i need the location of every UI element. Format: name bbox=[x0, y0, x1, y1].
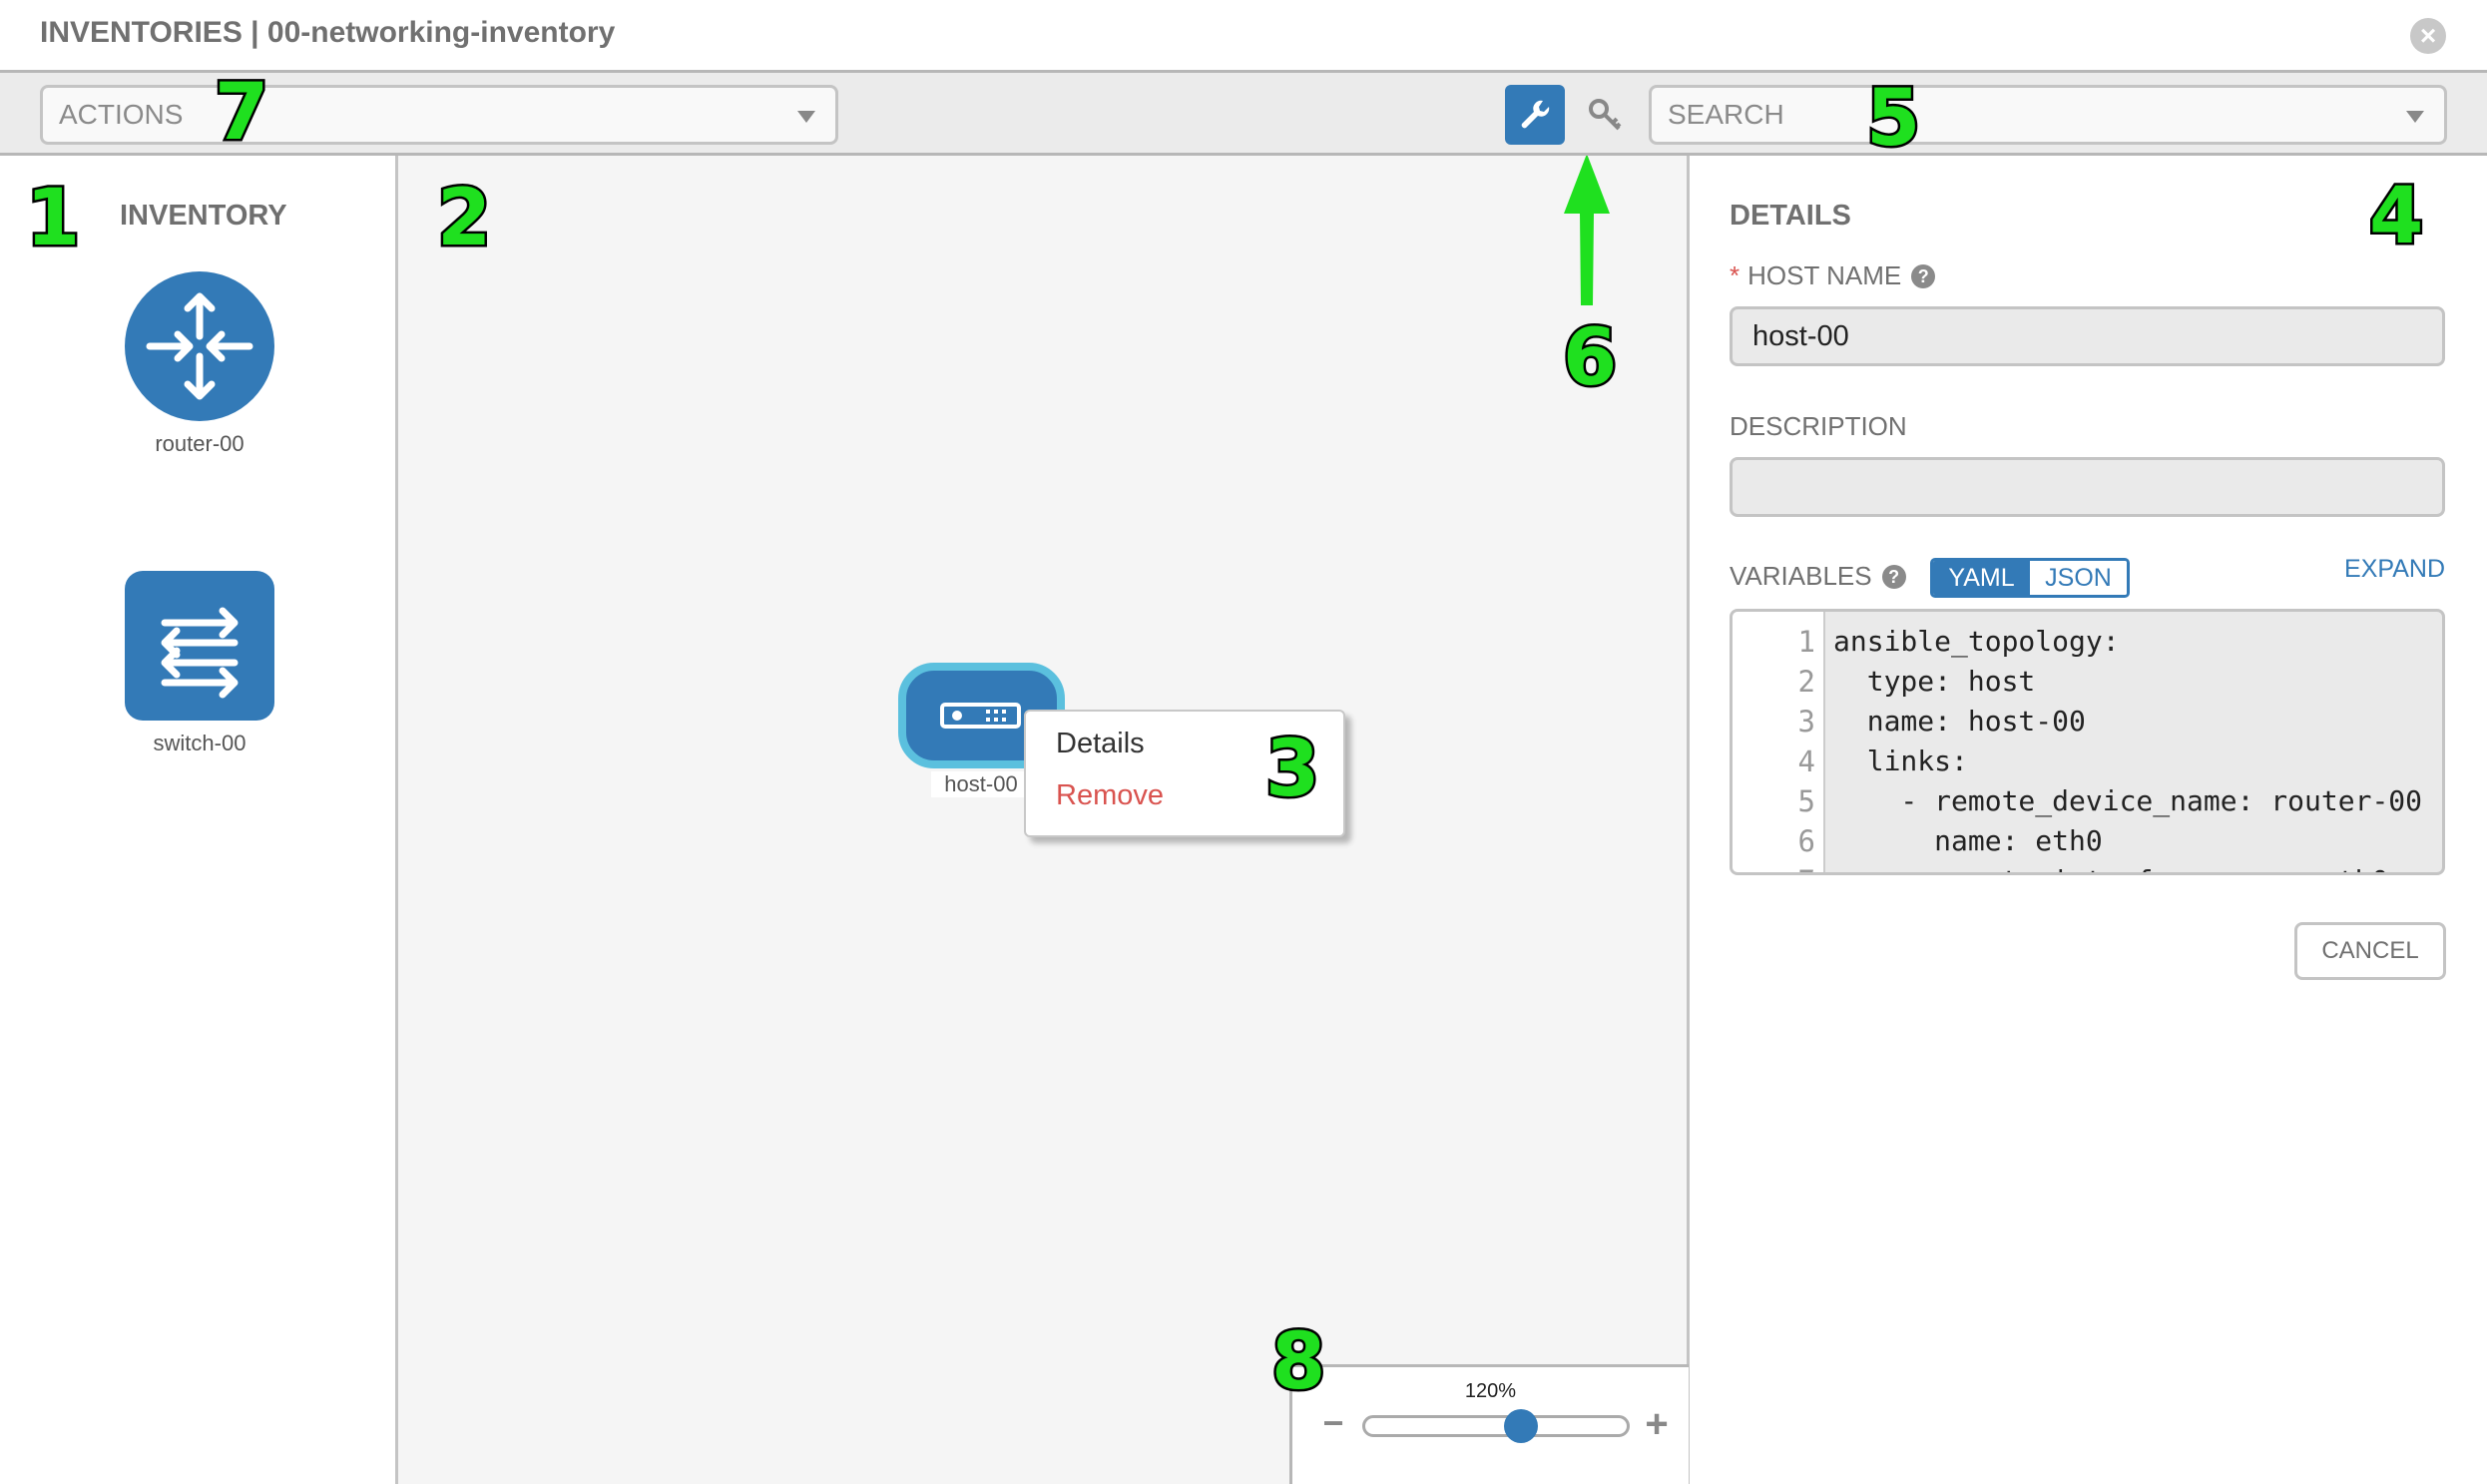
chevron-down-icon bbox=[797, 111, 815, 123]
yaml-toggle[interactable]: YAML bbox=[1933, 561, 2030, 595]
line-number: 1 bbox=[1797, 625, 1815, 659]
inventory-title: INVENTORY bbox=[120, 200, 287, 232]
search-dropdown[interactable]: SEARCH bbox=[1649, 85, 2447, 145]
code-line: links: bbox=[1833, 744, 1968, 777]
format-toggle: YAML JSON bbox=[1930, 558, 2130, 598]
variables-editor[interactable]: 1 2 3 4 5 6 7 ansible_topology: type: host nam… bbox=[1730, 609, 2445, 875]
code-line: ansible_topology: bbox=[1833, 625, 2120, 658]
wrench-icon[interactable] bbox=[1505, 85, 1565, 145]
server-icon bbox=[940, 703, 1021, 729]
description-label: DESCRIPTION bbox=[1730, 411, 1907, 441]
switch-label: switch-00 bbox=[153, 731, 247, 755]
context-menu: Details Remove bbox=[1024, 710, 1345, 837]
menu-item-remove[interactable]: Remove bbox=[1056, 779, 1164, 811]
switch-icon[interactable] bbox=[125, 571, 274, 721]
header: INVENTORIES | 00-networking-inventory × bbox=[0, 0, 2487, 73]
line-number: 5 bbox=[1797, 784, 1815, 818]
line-gutter: 1 2 3 4 5 6 7 bbox=[1733, 612, 1825, 872]
line-number: 6 bbox=[1797, 824, 1815, 858]
line-number: 7 bbox=[1798, 861, 1815, 872]
search-label: SEARCH bbox=[1668, 99, 1784, 130]
host-name-label: * HOST NAME? bbox=[1730, 260, 1936, 291]
variables-label-text: VARIABLES bbox=[1730, 561, 1872, 591]
router-label: router-00 bbox=[155, 431, 245, 456]
help-icon[interactable]: ? bbox=[1911, 264, 1936, 288]
line-number: 4 bbox=[1797, 744, 1815, 778]
code-line: name: eth0 bbox=[1833, 824, 2103, 857]
page-title: INVENTORIES | 00-networking-inventory bbox=[40, 16, 616, 49]
code-line: remote_interface_name: eth0 bbox=[1833, 861, 2388, 872]
router-icon[interactable] bbox=[125, 271, 274, 421]
zoom-value: 120% bbox=[1464, 1380, 1517, 1402]
cancel-button[interactable]: CANCEL bbox=[2294, 922, 2446, 980]
menu-item-details[interactable]: Details bbox=[1056, 728, 1145, 759]
host-label: host-00 bbox=[931, 771, 1031, 797]
key-icon[interactable] bbox=[1585, 95, 1625, 135]
code-line: - remote_device_name: router-00 bbox=[1833, 784, 2423, 817]
code-line: name: host-00 bbox=[1833, 705, 2086, 738]
code-line: type: host bbox=[1833, 665, 2036, 698]
expand-link[interactable]: EXPAND bbox=[2344, 555, 2445, 583]
host-name-label-text: HOST NAME bbox=[1747, 260, 1902, 290]
close-icon[interactable]: × bbox=[2410, 18, 2446, 54]
line-number: 2 bbox=[1797, 665, 1815, 699]
zoom-out-button[interactable]: − bbox=[1322, 1402, 1344, 1443]
details-title: DETAILS bbox=[1730, 200, 1851, 232]
actions-label: ACTIONS bbox=[59, 99, 184, 130]
variables-label: VARIABLES? bbox=[1730, 561, 1906, 592]
zoom-control: 120% − + bbox=[1289, 1364, 1689, 1484]
zoom-in-button[interactable]: + bbox=[1645, 1402, 1669, 1446]
zoom-slider[interactable] bbox=[1362, 1415, 1630, 1437]
zoom-slider-thumb[interactable] bbox=[1504, 1409, 1538, 1443]
toolbar: ACTIONS SEARCH 7 5 bbox=[0, 72, 2487, 161]
help-icon[interactable]: ? bbox=[1881, 565, 1906, 589]
actions-dropdown[interactable]: ACTIONS bbox=[40, 85, 838, 145]
details-panel: DETAILS * HOST NAME? host-00 DESCRIPTION … bbox=[1690, 156, 2487, 1484]
line-number: 3 bbox=[1797, 705, 1815, 739]
required-mark: * bbox=[1730, 260, 1741, 290]
description-input[interactable] bbox=[1730, 457, 2445, 517]
json-toggle[interactable]: JSON bbox=[2030, 561, 2127, 595]
host-name-input[interactable]: host-00 bbox=[1730, 306, 2445, 366]
chevron-down-icon bbox=[2406, 111, 2424, 123]
